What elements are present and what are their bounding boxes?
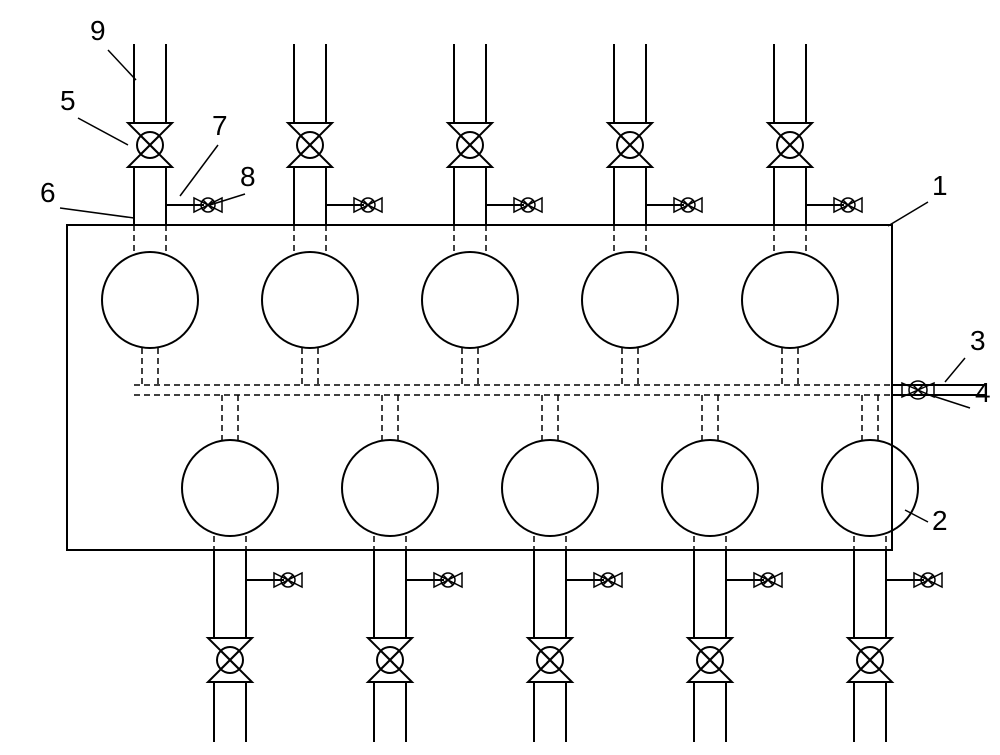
large-valve-bot-tri (208, 660, 252, 682)
top-circle (262, 252, 358, 348)
bottom-circle (502, 440, 598, 536)
label-4: 4 (975, 377, 991, 408)
top-circle (422, 252, 518, 348)
label-3: 3 (970, 325, 986, 356)
large-valve-top-tri (608, 123, 652, 145)
large-valve-bot-tri (608, 145, 652, 167)
leader-5 (78, 118, 128, 145)
label-9: 9 (90, 15, 106, 46)
top-circle (582, 252, 678, 348)
bottom-circle (662, 440, 758, 536)
label-5: 5 (60, 85, 76, 116)
large-valve-top-tri (768, 123, 812, 145)
large-valve-top-tri (448, 123, 492, 145)
large-valve-top-tri (688, 638, 732, 660)
large-valve-top-tri (208, 638, 252, 660)
leader-8 (210, 194, 245, 205)
label-8: 8 (240, 161, 256, 192)
large-valve-bot-tri (448, 145, 492, 167)
leader-4 (930, 395, 970, 408)
large-valve-bot-tri (128, 145, 172, 167)
leader-1 (888, 202, 928, 226)
large-valve-bot-tri (768, 145, 812, 167)
large-valve-bot-tri (688, 660, 732, 682)
label-7: 7 (212, 110, 228, 141)
leader-6 (60, 208, 134, 218)
top-circle (742, 252, 838, 348)
large-valve-bot-tri (528, 660, 572, 682)
label-6: 6 (40, 177, 56, 208)
bottom-circle (342, 440, 438, 536)
large-valve-top-tri (848, 638, 892, 660)
leader-7 (180, 145, 218, 196)
leader-9 (108, 50, 136, 80)
large-valve-top-tri (528, 638, 572, 660)
leader-3 (945, 358, 965, 382)
top-circle (102, 252, 198, 348)
large-valve-top-tri (128, 123, 172, 145)
large-valve-bot-tri (368, 660, 412, 682)
label-1: 1 (932, 170, 948, 201)
large-valve-top-tri (288, 123, 332, 145)
diagram-svg: 9 5 78 6 1 3 4 2 (0, 0, 1000, 755)
large-valve-top-tri (368, 638, 412, 660)
bottom-circle (822, 440, 918, 536)
bottom-circle (182, 440, 278, 536)
large-valve-bot-tri (848, 660, 892, 682)
label-2: 2 (932, 505, 948, 536)
large-valve-bot-tri (288, 145, 332, 167)
